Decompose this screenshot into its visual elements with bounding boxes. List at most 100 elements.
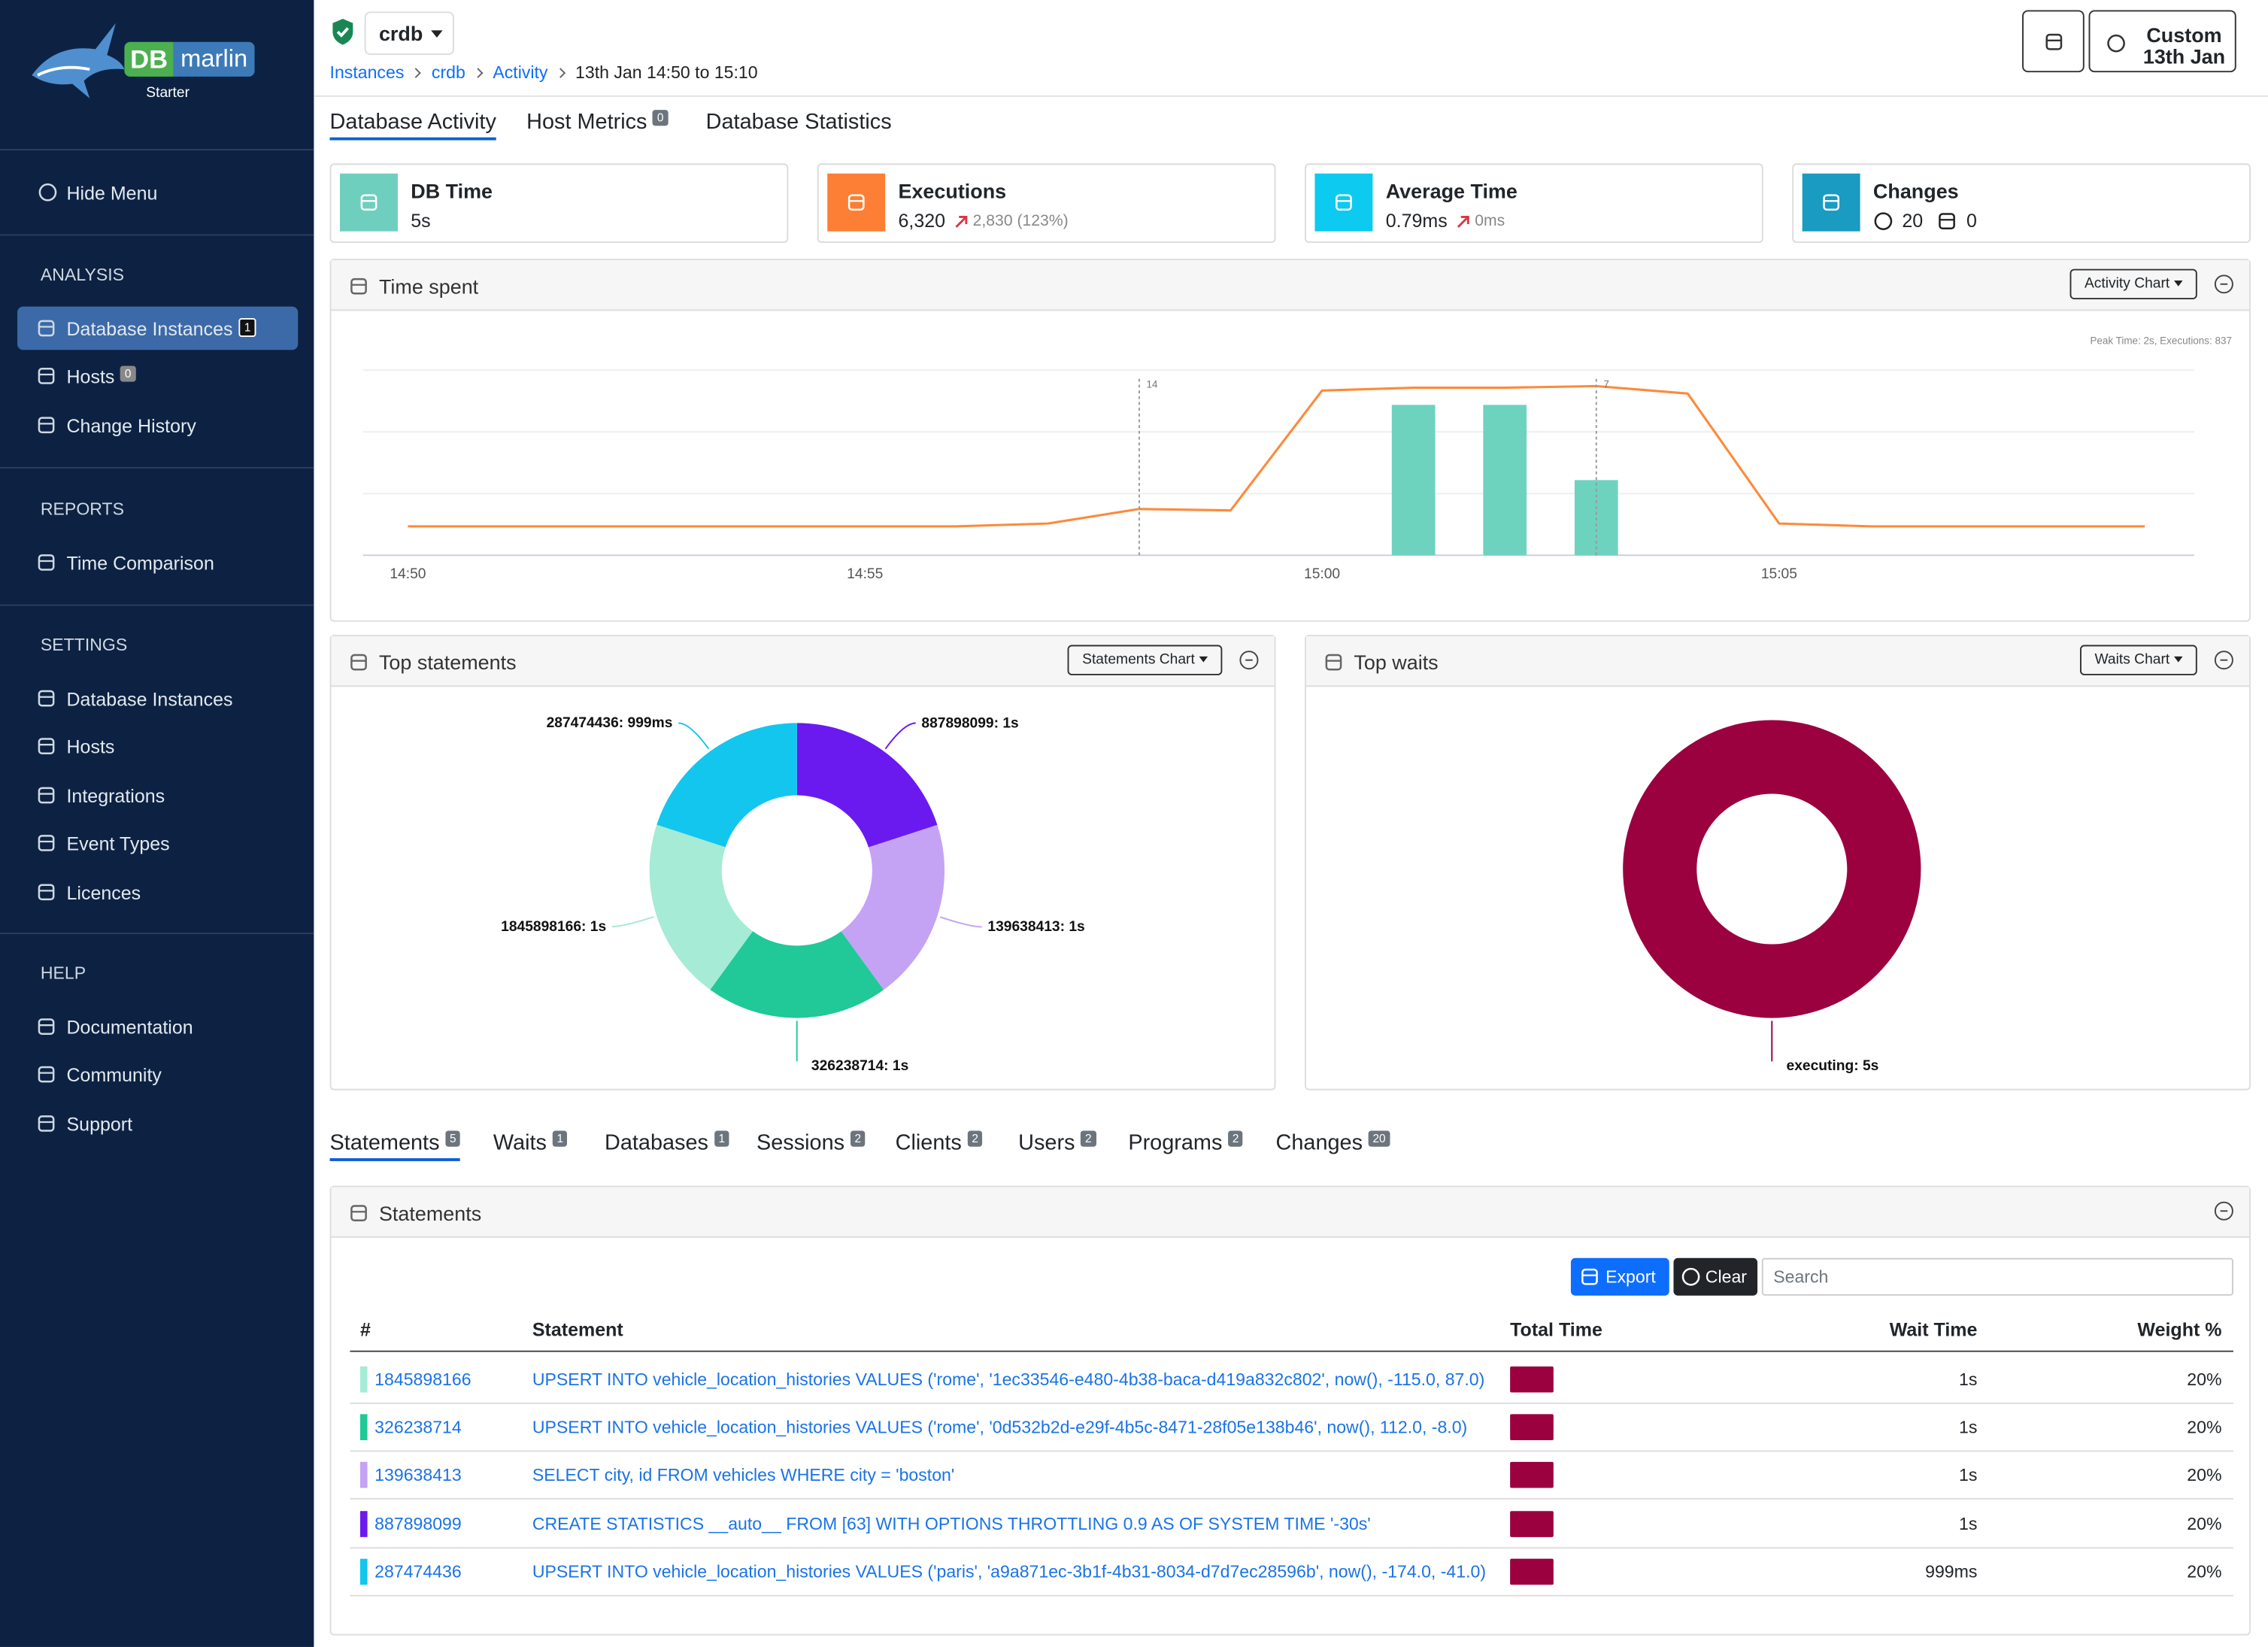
tab-label: Users (1018, 1130, 1075, 1156)
tab[interactable]: Users 2 (1018, 1130, 1096, 1156)
statement-id[interactable]: 887898099 (374, 1513, 462, 1534)
statement-id[interactable]: 1845898166 (374, 1369, 471, 1390)
badge: 0 (120, 366, 136, 383)
statement-id[interactable]: 139638413 (374, 1465, 462, 1486)
statement-text[interactable]: UPSERT INTO vehicle_location_histories V… (532, 1417, 1468, 1438)
copy-button[interactable] (2022, 10, 2085, 73)
kpi-card: Changes 20 0 (1792, 163, 2251, 244)
header-border (314, 95, 2268, 97)
kpi-value: 5s (411, 209, 431, 232)
weight: 20% (2187, 1369, 2222, 1390)
tab[interactable]: Database Activity (329, 110, 496, 141)
tab[interactable]: Sessions 2 (757, 1130, 866, 1155)
tab[interactable]: Statements 5 (329, 1130, 461, 1161)
panel-title: Statements (378, 1201, 482, 1225)
trend-arrow (1457, 215, 1469, 227)
nav-item[interactable]: Documentation (17, 1005, 298, 1048)
statement-text[interactable]: UPSERT INTO vehicle_location_histories V… (532, 1561, 1487, 1582)
instance-dropdown[interactable]: crdb (364, 11, 454, 56)
icon (350, 278, 367, 295)
nav-item[interactable]: Time Comparison (17, 541, 298, 584)
badge: 1 (714, 1130, 729, 1147)
statement-text[interactable]: CREATE STATISTICS __auto__ FROM [63] WIT… (532, 1513, 1371, 1534)
statement-id[interactable]: 287474436 (374, 1561, 462, 1582)
icon (38, 183, 57, 202)
statement-text[interactable]: UPSERT INTO vehicle_location_histories V… (532, 1369, 1485, 1390)
nav-label-text: Integrations (66, 784, 165, 807)
icon (38, 1018, 55, 1035)
panel: Top waits Waits Chart (1304, 635, 2251, 1090)
badge: 2 (1081, 1130, 1096, 1147)
column-header[interactable]: Total Time (1510, 1318, 1602, 1341)
collapse-button[interactable] (2214, 274, 2233, 294)
chart-button[interactable]: Statements Chart (1067, 645, 1223, 675)
statement-text[interactable]: SELECT city, id FROM vehicles WHERE city… (532, 1465, 955, 1486)
panel: Time spent Activity Chart (329, 259, 2251, 622)
collapse-button[interactable] (2214, 651, 2233, 670)
statement-id[interactable]: 326238714 (374, 1417, 462, 1438)
breadcrumb-separator (411, 68, 422, 78)
breadcrumb-link[interactable]: crdb (431, 62, 465, 83)
icon (1939, 212, 1956, 229)
nav-label-text: Support (66, 1113, 133, 1135)
row-color (359, 1462, 368, 1489)
kpi-value-row: 20 0 (1873, 210, 1977, 232)
nav-item[interactable]: Community (17, 1053, 298, 1096)
collapse-button[interactable] (1239, 651, 1259, 670)
nav-item[interactable]: Database Instances (17, 677, 298, 720)
collapse-button[interactable] (2214, 1201, 2233, 1221)
icon (38, 554, 55, 571)
nav-label: Event Types (66, 833, 169, 855)
tab[interactable]: Changes 20 (1276, 1130, 1390, 1155)
export-button[interactable]: Export (1570, 1257, 1669, 1296)
tab[interactable]: Databases 1 (605, 1130, 729, 1155)
nav-item[interactable]: Event Types (17, 821, 298, 865)
panel-header: Time spent Activity Chart (331, 260, 2250, 311)
kpi-card: Average Time 0.79ms 0ms (1304, 163, 1763, 244)
total-time-bar (1510, 1414, 1554, 1441)
wait-time: 1s (1959, 1369, 1978, 1390)
badge: 0 (653, 110, 669, 126)
column-header[interactable]: # (359, 1318, 371, 1341)
nav-item[interactable]: Hosts 0 (17, 355, 298, 399)
icon (38, 368, 55, 385)
chart-button[interactable]: Waits Chart (2080, 645, 2197, 675)
row-color (359, 1558, 368, 1585)
nav-item[interactable]: Integrations (17, 773, 298, 817)
collapse-minus (1245, 659, 1253, 661)
tab[interactable]: Host Metrics 0 (526, 110, 669, 135)
icon (2045, 33, 2063, 50)
breadcrumb-link[interactable]: Instances (329, 62, 405, 83)
time-button[interactable]: Custom 13th Jan (2088, 10, 2236, 73)
column-header[interactable]: Weight % (2137, 1318, 2222, 1341)
panel: Statements Export Clear Search # Statement Tot… (329, 1185, 2251, 1636)
tab[interactable]: Clients 2 (896, 1130, 983, 1155)
kpi-label: Executions (898, 179, 1007, 203)
search-input[interactable]: Search (1761, 1257, 2233, 1296)
column-header[interactable]: Statement (532, 1318, 623, 1341)
hide-menu[interactable]: Hide Menu (17, 171, 298, 214)
kpi-label: DB Time (411, 179, 493, 203)
nav-label: Hosts (66, 736, 114, 758)
chart-button-label: Activity Chart (2084, 276, 2170, 293)
nav-item[interactable]: Hosts (17, 725, 298, 769)
nav-item[interactable]: Support (17, 1102, 298, 1145)
wait-time: 1s (1959, 1465, 1978, 1486)
nav-label: Database Instances 1 (66, 317, 257, 340)
nav-label-text: Change History (66, 414, 196, 437)
tab[interactable]: Database Statistics (706, 110, 892, 135)
clear-button[interactable]: Clear (1673, 1257, 1758, 1296)
breadcrumb-link[interactable]: Activity (493, 62, 548, 83)
kpi-icon (1802, 173, 1860, 232)
nav-item[interactable]: Database Instances 1 (17, 306, 299, 350)
column-header[interactable]: Wait Time (1889, 1318, 1978, 1341)
tab[interactable]: Programs 2 (1128, 1130, 1244, 1155)
nav-item[interactable]: Change History (17, 403, 298, 447)
kpi-icon (827, 173, 886, 232)
tab-label: Database Statistics (705, 110, 892, 135)
nav-item[interactable]: Licences (17, 870, 298, 914)
chart-button[interactable]: Activity Chart (2069, 268, 2197, 299)
tab[interactable]: Waits 1 (493, 1130, 568, 1155)
